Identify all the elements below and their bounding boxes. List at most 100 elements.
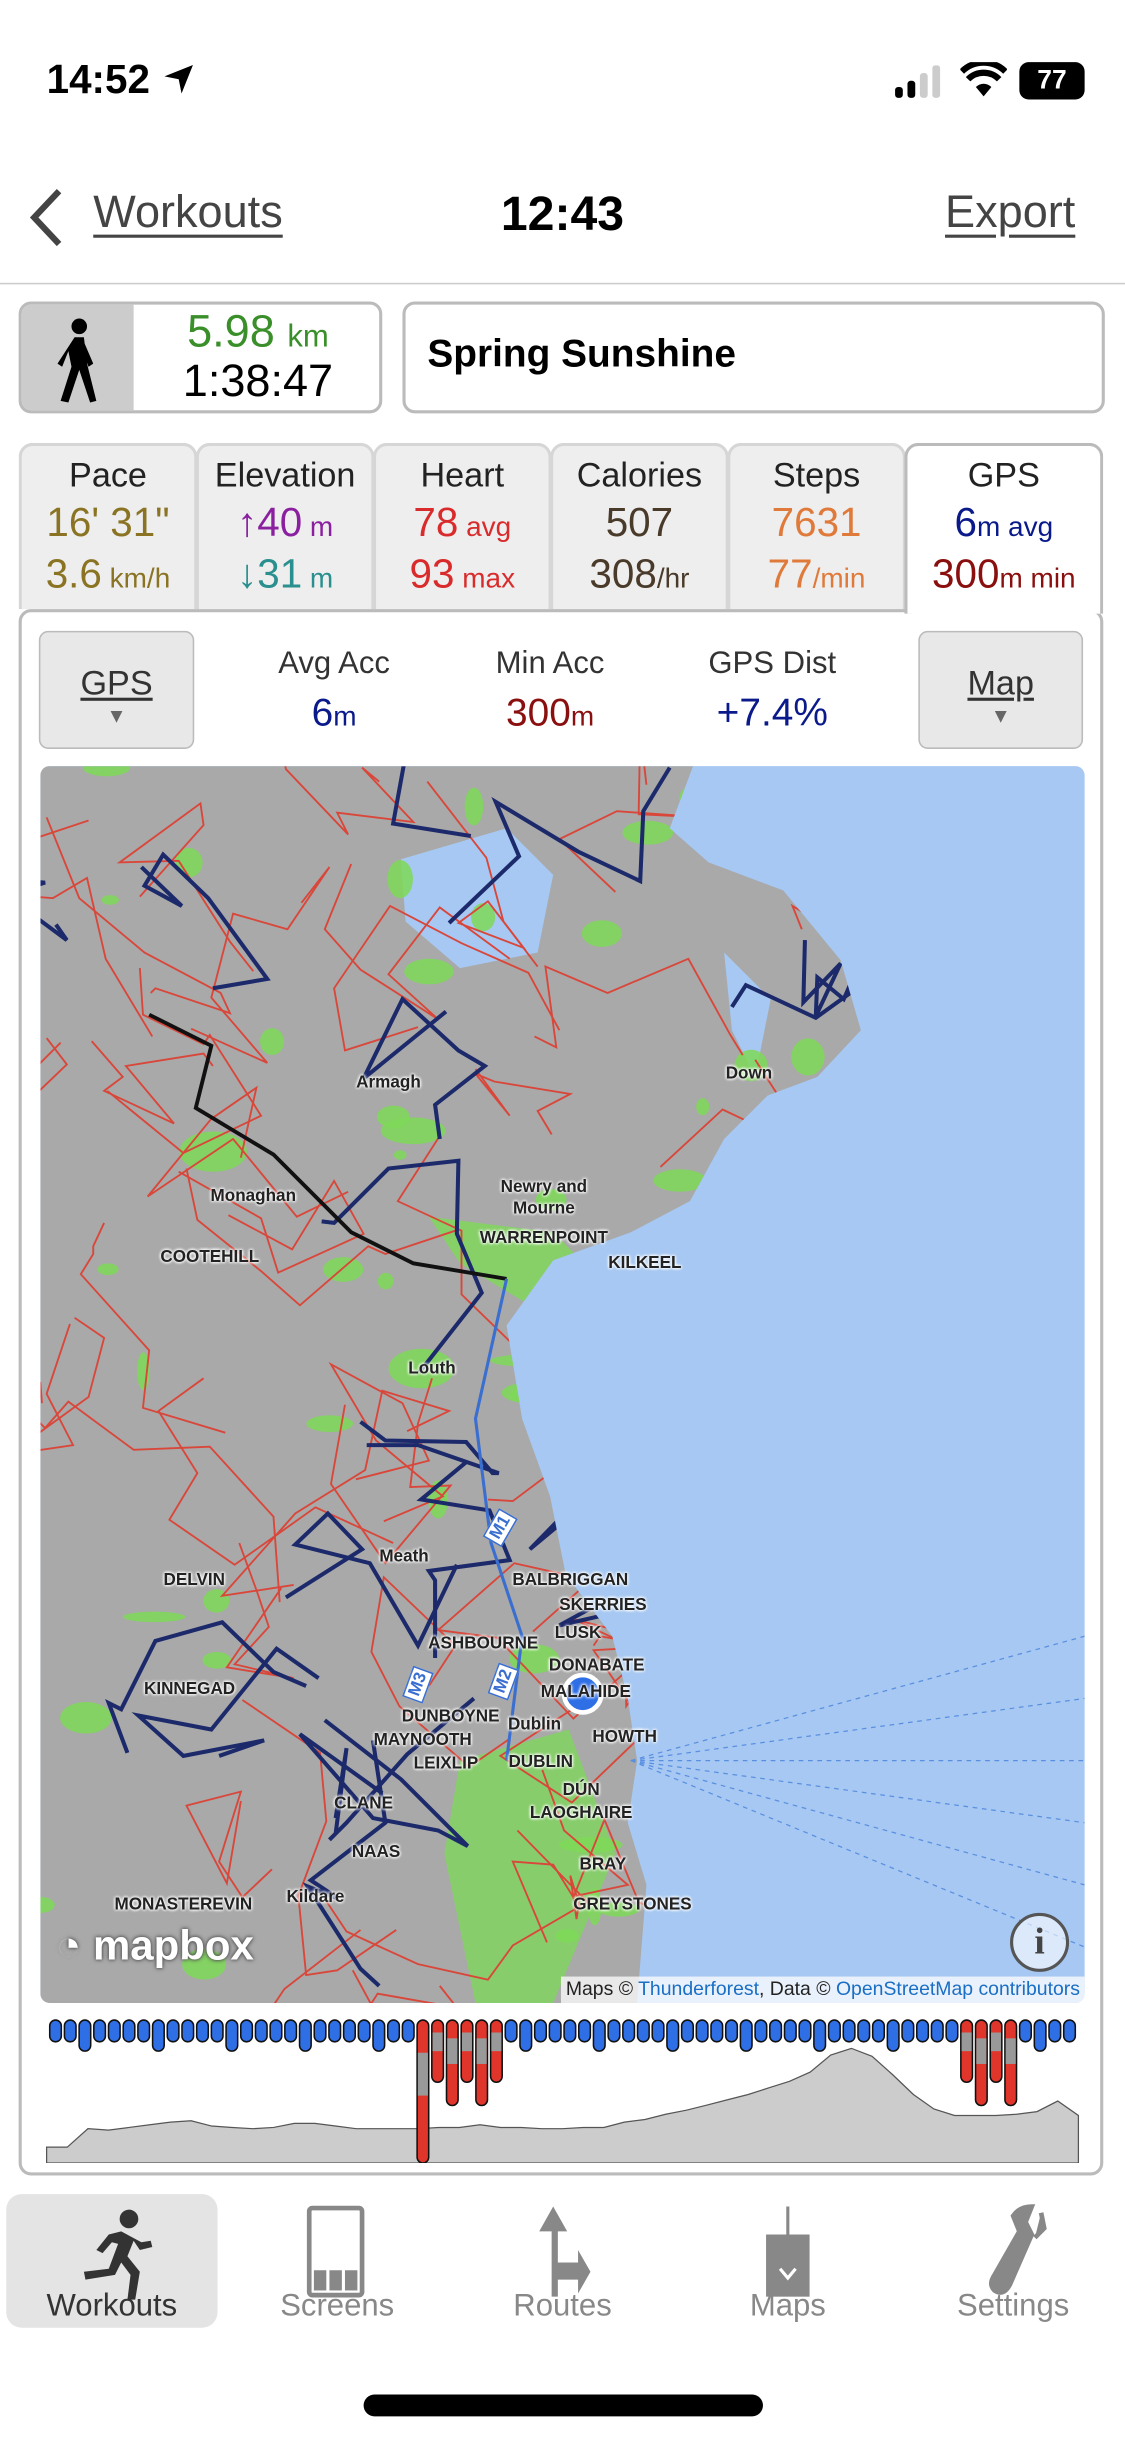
workout-summary[interactable]: 5.98 km 1:38:47	[18, 301, 383, 414]
workout-name-field[interactable]: Spring Sunshine	[402, 301, 1105, 414]
gps-accuracy-bar	[210, 2019, 224, 2043]
green-area	[667, 1842, 683, 1861]
gps-accuracy-bar	[930, 2019, 944, 2043]
distance-value: 5.98	[187, 307, 275, 358]
green-area	[597, 1902, 640, 1917]
gps-accuracy-bar	[416, 2019, 430, 2164]
gps-accuracy-bar	[533, 2019, 548, 2043]
battery-level: 77	[1037, 65, 1067, 95]
green-area	[883, 1031, 931, 1045]
thunderforest-link[interactable]: Thunderforest	[638, 1978, 760, 2000]
map-label: KINNEGAD	[143, 1679, 236, 1699]
gps-accuracy-bar	[431, 2019, 445, 2084]
lough	[724, 952, 771, 1077]
gps-accuracy-bar	[798, 2019, 812, 2043]
green-area	[260, 1028, 285, 1056]
ferry-route	[630, 1759, 1085, 1824]
green-area	[734, 1049, 768, 1082]
map-label: DONABATE	[548, 1656, 645, 1676]
tab-calories[interactable]: Calories 507 308/hr	[550, 442, 729, 610]
tab-heart[interactable]: Heart 78 avg 93 max	[372, 442, 552, 610]
road	[756, 1290, 861, 1413]
green-area	[101, 895, 119, 905]
gps-accuracy-bar	[827, 2019, 841, 2043]
tabbar-settings[interactable]: Settings	[907, 2194, 1118, 2328]
gps-elevation-chart[interactable]	[40, 2017, 1084, 2164]
gps-accuracy-bar	[239, 2019, 254, 2043]
tab-steps[interactable]: Steps 7631 77/min	[727, 442, 906, 610]
current-location-dot	[561, 1672, 604, 1715]
gps-accuracy-bar	[78, 2019, 92, 2052]
map-label: BALBRIGGAN	[512, 1570, 629, 1590]
map-label: Louth	[408, 1359, 456, 1379]
divider	[0, 282, 1125, 285]
tabbar-routes[interactable]: Routes	[457, 2194, 668, 2328]
unit: avg	[458, 511, 512, 543]
tabbar-screens[interactable]: Screens	[232, 2194, 443, 2328]
gps-accuracy-bar	[577, 2019, 592, 2043]
green-area	[796, 1442, 829, 1472]
gps-accuracy-bar	[269, 2019, 283, 2043]
green-area	[404, 958, 454, 985]
gps-accuracy-bar	[901, 2019, 915, 2043]
tab-pace[interactable]: Pace 16' 31" 3.6 km/h	[18, 442, 198, 610]
road	[426, 781, 539, 968]
osm-link[interactable]: OpenStreetMap contributors	[835, 1978, 1080, 2000]
tab-secondary: 3.6 km/h	[22, 550, 194, 598]
green-area	[393, 1150, 407, 1160]
gps-accuracy-bar	[519, 2019, 533, 2052]
info-icon[interactable]: i	[1010, 1912, 1070, 1972]
map-dropdown-button[interactable]: Map ▼	[918, 630, 1084, 749]
unit: m min	[999, 562, 1076, 594]
tabbar-workouts[interactable]: Workouts	[6, 2194, 218, 2328]
motorway	[473, 1278, 524, 1761]
gps-accuracy-bar	[48, 2019, 63, 2043]
ferry-route	[630, 1759, 1085, 1948]
road	[178, 1170, 365, 1274]
back-button[interactable]: Workouts	[93, 188, 283, 238]
road	[185, 1790, 273, 1899]
gps-accuracy-bar	[63, 2019, 77, 2043]
walking-icon	[57, 318, 97, 403]
elevation-profile	[45, 2047, 1080, 2164]
tabbar-label: Workouts	[46, 2288, 178, 2324]
tabbar-maps[interactable]: Maps	[682, 2194, 893, 2328]
gps-accuracy-bar	[475, 2019, 489, 2107]
green-area	[696, 1098, 710, 1116]
status-time: 14:52	[47, 56, 196, 104]
export-button[interactable]: Export	[945, 188, 1076, 238]
tab-elevation[interactable]: Elevation ↑40 m ↓31 m	[195, 442, 375, 610]
gps-accuracy-bar	[1004, 2019, 1018, 2107]
attr-text: , Data ©	[759, 1978, 836, 2000]
green-area	[659, 1408, 691, 1442]
activity-type-button[interactable]	[21, 304, 134, 411]
tab-secondary: 93 max	[376, 550, 548, 598]
map-tiles[interactable]	[40, 766, 1085, 2003]
map-view[interactable]: Armagh Down Monaghan Newry and Mourne WARRENP…	[40, 766, 1085, 2003]
gps-accuracy-bar	[548, 2019, 562, 2043]
green-area	[387, 860, 413, 899]
border-line	[148, 1012, 507, 1281]
boundary-line	[321, 1158, 485, 1374]
green-area	[831, 1248, 861, 1266]
gps-accuracy-bar	[460, 2019, 474, 2084]
green-area	[182, 1949, 227, 1980]
tab-gps[interactable]: GPS 6m avg 300m min	[904, 442, 1104, 614]
map-label: Down	[725, 1064, 773, 1084]
green-area	[819, 1604, 861, 1632]
green-area	[880, 1272, 930, 1305]
green-area	[659, 1363, 711, 1380]
stat-label: Avg Acc	[278, 646, 390, 681]
chevron-left-icon[interactable]	[25, 186, 65, 248]
green-area	[83, 766, 131, 777]
road	[190, 866, 331, 1064]
gps-accuracy-bar	[489, 2019, 503, 2084]
gps-accuracy-bar	[357, 2019, 371, 2043]
map-label: CLANE	[334, 1794, 394, 1814]
road	[79, 1222, 226, 1434]
green-area	[692, 1269, 720, 1302]
gps-dropdown-button[interactable]: GPS ▼	[38, 630, 195, 749]
value: ↓31	[237, 550, 303, 597]
tab-primary: 78 avg	[376, 499, 548, 547]
